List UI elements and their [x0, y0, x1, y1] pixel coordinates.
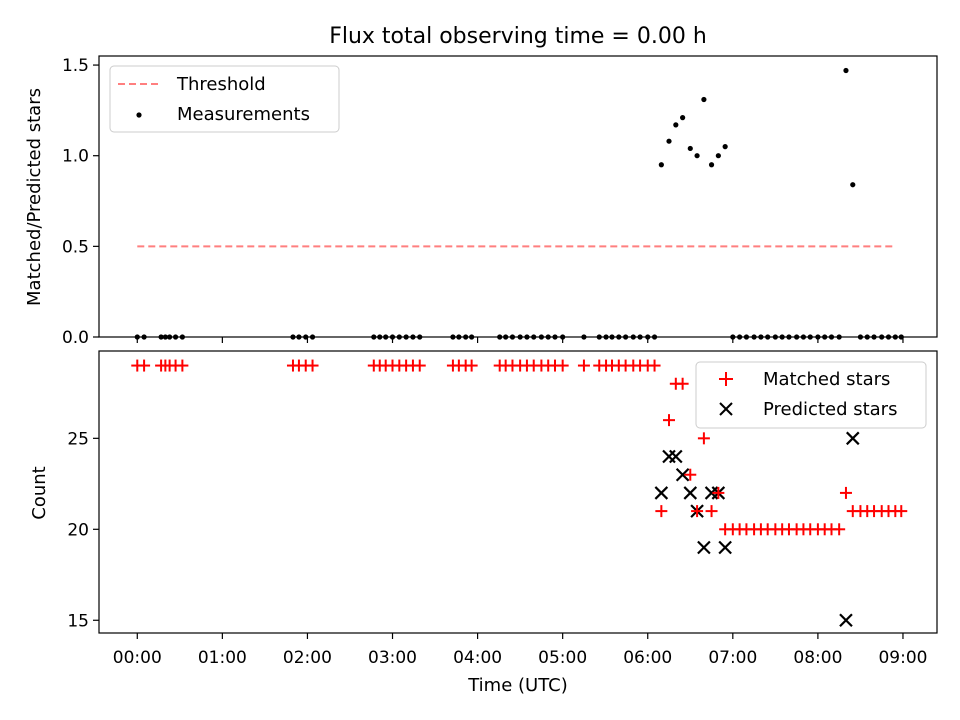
top-y-axis: 0.0 0.5 1.0 1.5 [62, 56, 99, 348]
predicted-x-stroke [675, 467, 690, 482]
measurement-point [687, 145, 693, 152]
matched-legend-marker [719, 372, 733, 386]
matched-star-point [577, 359, 590, 372]
bottom-y-tick-label: 15 [67, 611, 89, 631]
measurement-point [722, 144, 728, 150]
matched-star-point [663, 414, 676, 427]
bottom-panel: 15 20 25 00:00 01:00 02:00 03:00 04:00 05:00 06:… [29, 350, 938, 696]
top-y-tick-label: 1.5 [62, 56, 89, 76]
bottom-x-tick-label: 09:00 [878, 648, 927, 668]
bottom-x-tick-label: 01:00 [198, 648, 247, 668]
bottom-x-tick-label: 03:00 [368, 648, 417, 668]
top-legend-box [109, 65, 340, 133]
matched-star-point [465, 359, 478, 372]
threshold-legend-label: Threshold [176, 74, 266, 95]
matched-star-point [833, 523, 846, 536]
predicted-star-point [718, 540, 732, 555]
predicted-star-point [654, 486, 669, 500]
bottom-x-tick-label: 00:00 [113, 648, 162, 668]
predicted-star-point [845, 431, 860, 446]
bottom-y-axis: 15 20 25 [67, 429, 99, 631]
measurement-point [694, 153, 700, 159]
top-axes-frame [98, 55, 938, 338]
predicted-x-stroke [654, 486, 669, 500]
top-panel: 0.0 0.5 1.0 1.5 Matched/Predicted stars Thr… [24, 55, 938, 348]
matched-star-point [684, 468, 697, 481]
measurements-legend-marker [136, 112, 142, 118]
predicted-legend-marker [719, 402, 733, 416]
measurement-point [680, 115, 686, 121]
chart-title: Flux total observing time = 0.00 h [329, 24, 707, 49]
matched-star-point [648, 359, 661, 372]
bottom-plot-area [131, 359, 908, 628]
matched-star-point [895, 505, 908, 518]
predicted-star-point [839, 613, 853, 628]
bottom-x-tick-label: 04:00 [453, 648, 502, 668]
measurement-point [715, 153, 721, 159]
matched-legend-label: Matched stars [763, 369, 890, 390]
bottom-legend: Matched stars Predicted stars [695, 361, 927, 429]
measurement-point [843, 67, 849, 74]
bottom-y-axis-label: Count [29, 466, 50, 519]
bottom-x-tick-label: 02:00 [283, 648, 332, 668]
measurement-point [658, 162, 664, 168]
matched-star-point [176, 359, 189, 372]
predicted-star-point [683, 486, 698, 500]
measurement-point [708, 162, 715, 168]
bottom-axes-frame [98, 350, 938, 634]
top-y-tick-label: 0.0 [62, 328, 89, 348]
top-y-axis-label: Matched/Predicted stars [24, 88, 45, 306]
matched-star-point [655, 505, 668, 518]
measurement-point [850, 182, 856, 188]
bottom-legend-box [695, 361, 927, 429]
matched-star-point [712, 486, 725, 499]
matched-star-point [839, 486, 852, 499]
predicted-star-point [697, 540, 711, 555]
bottom-y-tick-label: 25 [67, 429, 89, 449]
measurements-legend-label: Measurements [177, 104, 310, 125]
matched-star-point [676, 377, 689, 390]
predicted-x-stroke [718, 540, 732, 555]
matched-star-point [697, 432, 710, 445]
matched-star-point [556, 359, 569, 372]
predicted-star-point [675, 467, 690, 482]
matched-star-point [413, 359, 426, 372]
predicted-x-stroke [845, 431, 860, 446]
bottom-x-axis: 00:00 01:00 02:00 03:00 04:00 05:00 06:00 07:00… [113, 633, 927, 668]
top-x-ticks [136, 337, 904, 343]
matched-star-point [705, 505, 718, 518]
matched-star-point [691, 505, 704, 518]
predicted-x-stroke [683, 486, 698, 500]
measurement-point [701, 96, 707, 103]
top-legend: Threshold Measurements [109, 65, 340, 133]
bottom-x-tick-label: 05:00 [538, 648, 587, 668]
measurement-point [666, 138, 672, 144]
bottom-x-tick-label: 08:00 [793, 648, 842, 668]
matched-star-point [306, 359, 319, 372]
bottom-x-tick-label: 07:00 [708, 648, 757, 668]
matched-star-point [138, 359, 151, 372]
top-y-tick-label: 1.0 [62, 147, 89, 167]
predicted-x-stroke [669, 449, 683, 464]
top-y-tick-label: 0.5 [62, 237, 89, 257]
predicted-legend-label: Predicted stars [763, 399, 897, 420]
bottom-x-axis-label: Time (UTC) [467, 675, 568, 696]
bottom-x-tick-label: 06:00 [623, 648, 672, 668]
predicted-x-stroke [839, 613, 853, 628]
predicted-star-point [669, 449, 683, 464]
bottom-y-tick-label: 20 [67, 520, 89, 540]
predicted-x-stroke [697, 540, 711, 555]
measurement-point [673, 122, 679, 128]
